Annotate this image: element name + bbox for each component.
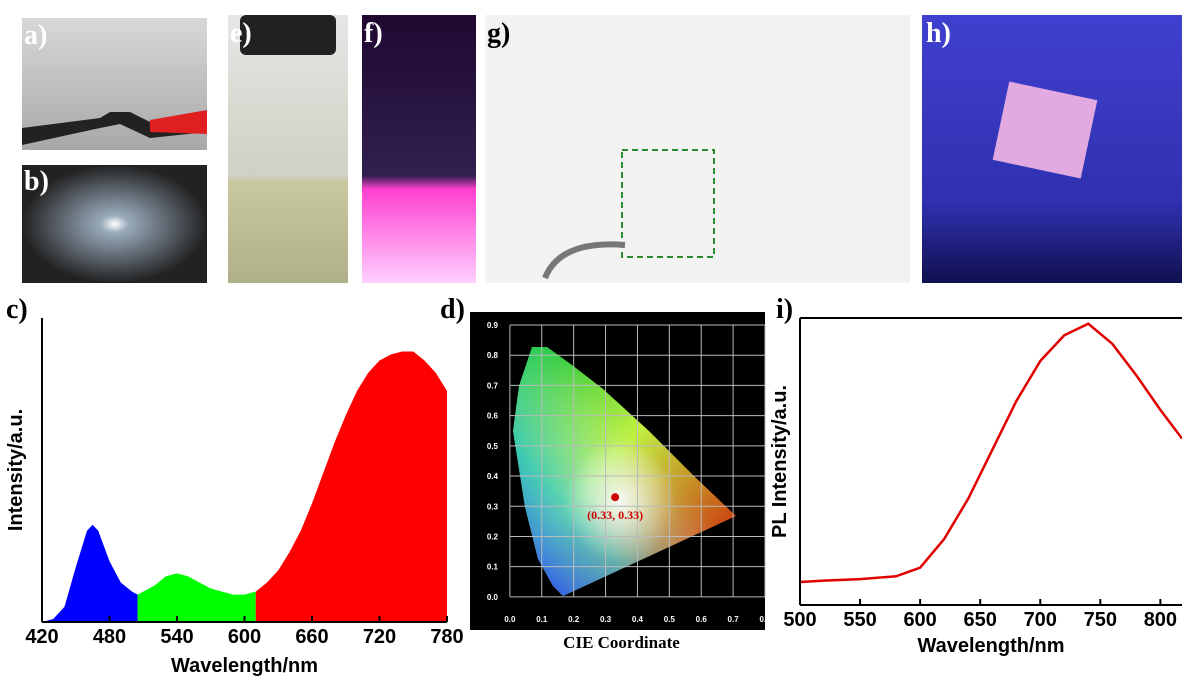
point-label: (0.33, 0.33)	[587, 508, 643, 522]
y-tick-label: 0.0	[487, 593, 499, 602]
x-tick-label: 750	[1084, 609, 1117, 631]
panel-label: g)	[487, 18, 510, 49]
y-tick-label: 0.7	[487, 381, 499, 390]
x-axis-label: Wavelength/nm	[917, 635, 1064, 657]
panel-label: i)	[776, 294, 793, 325]
x-tick-label: 600	[903, 609, 936, 631]
y-tick-label: 0.4	[487, 472, 499, 481]
page: a) b) e) f) g) h) c) d) i) 420 480 540 600 6…	[0, 0, 1182, 679]
area	[138, 573, 256, 622]
y-axis-label: Intensity/a.u.	[5, 409, 27, 531]
figure: a) b) e) f) g) h) c) d) i) 420 480 540 600 6…	[0, 0, 1182, 679]
area	[256, 351, 447, 622]
x-tick-label: 540	[160, 626, 193, 648]
y-tick-label: 0.1	[487, 563, 499, 572]
x-tick-label: 550	[843, 609, 876, 631]
x-tick-label: 500	[783, 609, 816, 631]
y-tick-label: 0.5	[487, 442, 499, 451]
x-tick-label: 480	[93, 626, 126, 648]
x-tick-label: 800	[1144, 609, 1177, 631]
x-tick-label: 0.7	[728, 615, 740, 624]
x-tick-label: 0.0	[504, 615, 516, 624]
panel-label: e)	[230, 18, 252, 49]
x-tick-label: 780	[430, 626, 463, 648]
chart: 420 480 540 600 660 720 780 Wavelength/nm Intens…	[5, 318, 464, 677]
x-tick-label: 0.6	[696, 615, 708, 624]
x-tick-label: 0.1	[536, 615, 548, 624]
photo-f	[362, 15, 476, 283]
x-tick-label: 650	[964, 609, 997, 631]
panel-label: b)	[24, 166, 49, 197]
x-tick-label: 0.4	[632, 615, 644, 624]
panel-label: h)	[926, 18, 951, 49]
photo-b	[22, 165, 207, 283]
x-tick-label: 0.2	[568, 615, 580, 624]
x-tick-label: 700	[1024, 609, 1057, 631]
x-tick-label: 0.3	[600, 615, 612, 624]
photo-e-cap	[240, 15, 336, 55]
line	[800, 324, 1182, 582]
y-tick-label: 0.2	[487, 532, 499, 541]
x-tick-label: 420	[25, 626, 58, 648]
x-tick-label: 0.5	[664, 615, 676, 624]
y-tick-label: 0.3	[487, 502, 499, 511]
chart: 500 550 600 650 700 750 800 Wavelength/nm PL Int…	[769, 318, 1182, 657]
y-axis-label: PL Intensity/a.u.	[769, 385, 791, 538]
photo-e	[228, 15, 348, 283]
y-tick-label: 0.8	[487, 351, 499, 360]
point	[611, 493, 619, 501]
panel-label: a)	[24, 20, 47, 51]
x-tick-label: 720	[363, 626, 396, 648]
area	[42, 525, 138, 622]
y-tick-label: 0.6	[487, 412, 499, 421]
y-tick-label: 0.9	[487, 321, 499, 330]
x-tick-label: 600	[228, 626, 261, 648]
panel-label: c)	[6, 294, 28, 325]
x-tick-label: 0.8	[759, 615, 771, 624]
panel-label: d)	[440, 294, 465, 325]
panel-label: f)	[364, 18, 383, 49]
x-axis-label: CIE Coordinate	[563, 633, 680, 652]
x-tick-label: 660	[295, 626, 328, 648]
x-axis-label: Wavelength/nm	[171, 655, 318, 677]
